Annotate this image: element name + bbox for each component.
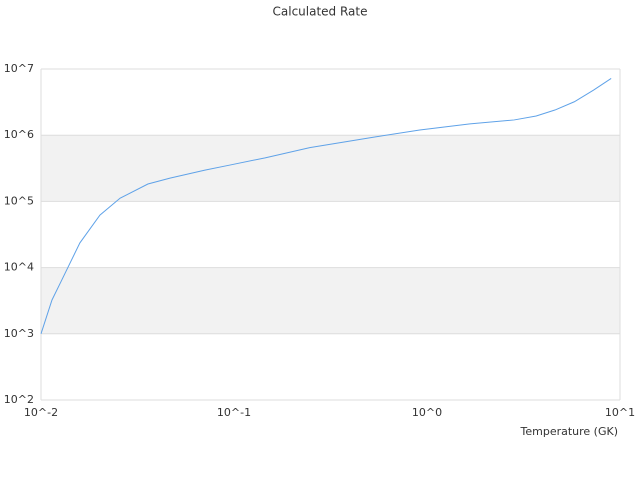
y-tick-label: 10^7: [4, 62, 34, 75]
x-tick-label: 10^-1: [217, 406, 251, 419]
x-tick-label: 10^1: [605, 406, 635, 419]
y-tick-label: 10^6: [4, 128, 34, 141]
x-axis-label: Temperature (GK): [520, 425, 619, 438]
x-tick-label: 10^0: [412, 406, 442, 419]
y-tick-label: 10^2: [4, 393, 34, 406]
y-tick-label: 10^5: [4, 194, 34, 207]
y-tick-label: 10^4: [4, 261, 34, 274]
grid-band: [41, 135, 620, 202]
line: [40, 78, 612, 334]
x-tick-label: 10^-2: [24, 406, 58, 419]
y-tick-label: 10^3: [4, 327, 34, 340]
grid-band: [41, 267, 620, 334]
chart-title: Calculated Rate: [273, 5, 368, 19]
